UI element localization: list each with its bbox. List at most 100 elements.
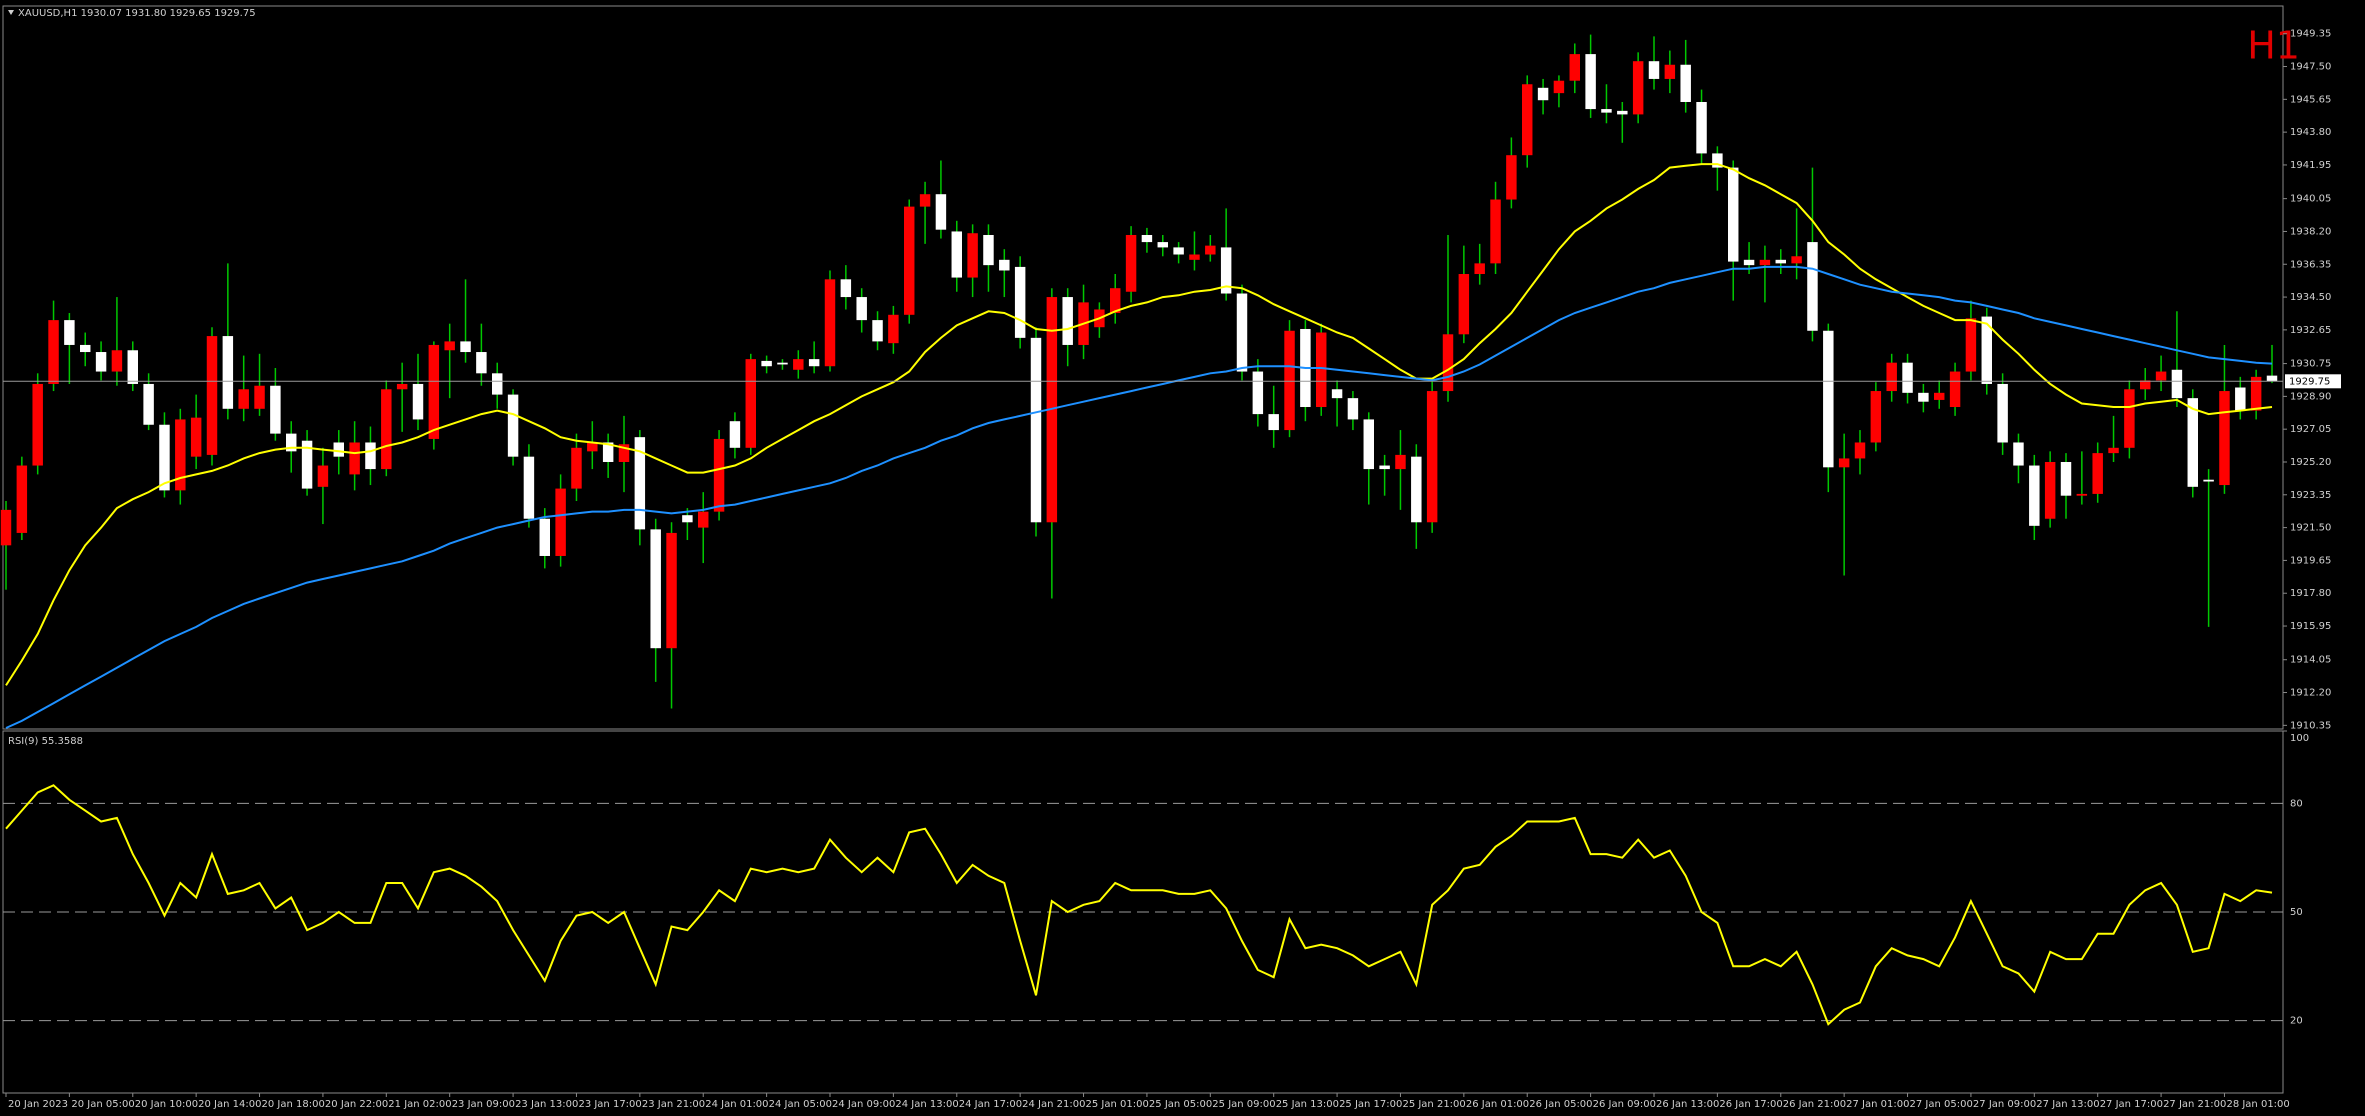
last-price-box	[2285, 374, 2341, 389]
x-tick-label: 27 Jan 13:00	[2036, 1099, 2099, 1110]
candle-body	[793, 359, 804, 370]
candle-body	[1838, 458, 1850, 468]
candle-body	[444, 341, 455, 351]
candle-body	[1648, 61, 1660, 79]
candle-body	[571, 447, 582, 489]
candle-body	[1331, 389, 1343, 399]
candle-body	[2013, 442, 2024, 466]
menu-arrow	[8, 10, 14, 15]
candle-body	[2108, 447, 2119, 454]
chart-header: XAUUSD,H1 1930.07 1931.80 1929.65 1929.7…	[18, 8, 256, 19]
candle-body	[1125, 234, 1137, 292]
candle-body	[539, 518, 550, 556]
candle-body	[428, 344, 440, 439]
candle-body	[745, 359, 756, 448]
candle-body	[1965, 318, 1977, 372]
candle-body	[206, 336, 218, 455]
candle-body	[1347, 398, 1359, 420]
candle-body	[602, 442, 614, 462]
candle-body	[713, 438, 725, 512]
candle-body	[270, 385, 281, 434]
x-tick-label: 26 Jan 09:00	[1593, 1099, 1656, 1110]
candle-body	[919, 194, 931, 207]
x-tick-label: 26 Jan 13:00	[1656, 1099, 1719, 1110]
candle-body	[666, 532, 677, 649]
rsi-tick-label: 50	[2290, 907, 2303, 918]
candle-body	[111, 350, 123, 372]
candle-body	[1791, 256, 1802, 264]
candle-body	[1601, 109, 1612, 113]
x-tick-label: 26 Jan 17:00	[1719, 1099, 1782, 1110]
candle-body	[1981, 316, 1992, 384]
x-tick-label: 24 Jan 13:00	[895, 1099, 958, 1110]
candle-body	[1680, 64, 1691, 102]
candle-body	[48, 320, 59, 384]
y-tick-label: 1914.05	[2290, 655, 2331, 666]
candle-body	[0, 509, 12, 546]
y-tick-label: 1917.80	[2290, 588, 2331, 599]
candle-body	[301, 440, 313, 489]
candle-body	[698, 511, 709, 528]
candle-body	[555, 488, 566, 556]
x-tick-label: 24 Jan 17:00	[959, 1099, 1022, 1110]
candle-body	[1553, 80, 1565, 94]
candle-body	[856, 297, 867, 321]
x-tick-label: 25 Jan 05:00	[1149, 1099, 1212, 1110]
candle-body	[1934, 392, 1945, 400]
candle-body	[1426, 391, 1438, 523]
candle-body	[951, 231, 962, 278]
candle-body	[634, 437, 646, 530]
candle-body	[16, 465, 28, 533]
candle-body	[2235, 387, 2246, 411]
x-tick-label: 20 Jan 2023	[8, 1099, 68, 1110]
candle-body	[824, 279, 836, 367]
x-tick-label: 27 Jan 05:00	[1910, 1099, 1973, 1110]
candle-body	[317, 465, 329, 487]
candle-body	[2171, 369, 2183, 399]
candle-body	[2155, 371, 2167, 381]
candle-body	[1854, 442, 1866, 459]
candle-body	[1189, 254, 1200, 260]
candle-body	[935, 194, 947, 230]
candle-body	[1173, 247, 1184, 255]
candle-body	[872, 320, 883, 342]
candle-body	[1585, 54, 1596, 110]
candle-body	[2092, 453, 2103, 494]
candle-body	[286, 433, 297, 452]
candle-body	[1252, 371, 1264, 415]
candle-body	[1205, 245, 1216, 255]
y-tick-label: 1928.90	[2290, 391, 2331, 402]
candle-body	[95, 352, 107, 372]
x-tick-label: 25 Jan 21:00	[1402, 1099, 1465, 1110]
candle-body	[1537, 87, 1549, 101]
candle-body	[492, 373, 503, 395]
candle-body	[1712, 153, 1723, 168]
candle-body	[2060, 461, 2072, 496]
x-tick-label: 26 Jan 05:00	[1529, 1099, 1592, 1110]
candle-body	[1997, 383, 2008, 443]
candle-body	[1949, 371, 1961, 408]
candle-body	[2044, 461, 2056, 519]
candle-body	[2029, 465, 2040, 526]
timeframe-label: H1	[2247, 24, 2300, 68]
x-tick-label: 26 Jan 01:00	[1466, 1099, 1529, 1110]
candle-body	[2266, 375, 2278, 382]
y-tick-label: 1945.65	[2290, 94, 2331, 105]
candle-body	[1141, 234, 1153, 243]
y-tick-label: 1927.05	[2290, 424, 2331, 435]
candle-body	[238, 389, 249, 409]
candle-body	[159, 424, 170, 491]
y-tick-label: 1912.20	[2290, 688, 2331, 699]
candle-body	[2203, 479, 2214, 482]
candle-body	[1522, 84, 1533, 156]
x-tick-label: 24 Jan 05:00	[769, 1099, 832, 1110]
rsi-tick-label: 80	[2290, 798, 2303, 809]
candle-body	[476, 352, 487, 374]
candle-body	[1759, 259, 1771, 266]
x-tick-label: 20 Jan 18:00	[262, 1099, 325, 1110]
y-tick-label: 1941.95	[2290, 160, 2331, 171]
candle-body	[1220, 247, 1232, 294]
candle-body	[2140, 380, 2151, 390]
x-tick-label: 27 Jan 01:00	[1846, 1099, 1909, 1110]
